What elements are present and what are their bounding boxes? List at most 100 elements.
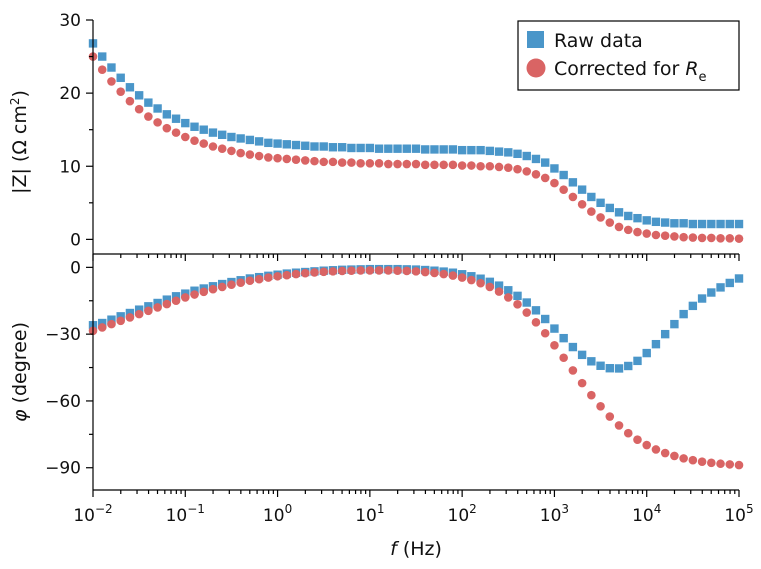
x-tick-label: 101: [355, 502, 384, 526]
point-top-corrected: [485, 161, 495, 171]
point-top-corrected: [236, 148, 245, 158]
point-bottom-raw: [107, 315, 116, 324]
point-top-corrected: [190, 136, 199, 145]
point-top-raw: [568, 178, 578, 187]
point-bottom-raw: [504, 286, 513, 295]
point-bottom-corrected: [217, 282, 227, 292]
point-top-corrected: [540, 173, 550, 183]
point-top-raw: [541, 158, 550, 167]
point-top-raw: [614, 208, 624, 217]
point-top-raw: [374, 144, 384, 153]
point-top-raw: [337, 143, 347, 152]
point-bottom-corrected: [448, 271, 458, 280]
point-bottom-raw: [688, 301, 698, 311]
point-top-raw: [347, 143, 356, 153]
point-top-raw: [125, 83, 135, 92]
point-top-raw: [550, 164, 559, 173]
point-top-raw: [688, 219, 698, 229]
point-top-raw: [365, 143, 375, 153]
point-top-raw: [282, 140, 291, 149]
phase-axes: 0 −30 −60 −90 10−2 10−1 100 101 102 103 104 105: [45, 254, 754, 526]
point-bottom-raw: [568, 342, 578, 352]
impedance-points: [88, 39, 744, 243]
point-top-raw: [716, 219, 725, 229]
point-top-raw: [651, 217, 661, 227]
point-bottom-raw: [485, 277, 495, 287]
point-top-corrected: [356, 159, 365, 168]
phase-angle-panel: 0 −30 −60 −90 10−2 10−1 100 101 102 103 104 105 φ (…: [9, 254, 754, 560]
point-bottom-corrected: [725, 460, 735, 469]
point-top-raw: [144, 98, 153, 107]
point-bottom-raw: [614, 364, 624, 373]
point-top-corrected: [494, 162, 504, 172]
point-bottom-corrected: [623, 428, 633, 438]
point-top-corrected: [697, 233, 707, 243]
point-bottom-corrected: [300, 268, 310, 278]
point-top-corrected: [328, 157, 338, 167]
point-top-raw: [254, 137, 264, 146]
point-bottom-raw: [707, 288, 716, 297]
point-bottom-corrected: [614, 421, 624, 430]
point-top-raw: [670, 219, 679, 228]
point-top-raw: [596, 198, 605, 208]
point-top-corrected: [522, 167, 532, 176]
point-top-corrected: [513, 164, 522, 174]
point-top-raw: [421, 145, 430, 154]
point-top-raw: [199, 125, 208, 134]
point-bottom-corrected: [254, 274, 264, 284]
x-tick-label: 102: [448, 502, 477, 526]
point-bottom-raw: [596, 361, 605, 370]
impedance-magnitude-panel: 0 10 20 30 |Z| (Ω cm2) Raw data Corrected f…: [8, 11, 744, 261]
point-top-raw: [245, 135, 255, 145]
point-bottom-raw: [633, 356, 642, 366]
point-top-corrected: [310, 156, 319, 166]
point-top-corrected: [97, 65, 107, 75]
point-bottom-raw: [522, 298, 531, 307]
point-bottom-corrected: [134, 309, 144, 319]
point-bottom-corrected: [153, 303, 162, 312]
point-bottom-corrected: [171, 296, 181, 306]
point-top-corrected: [264, 153, 273, 162]
point-top-corrected: [623, 225, 633, 235]
point-bottom-corrected: [365, 266, 375, 275]
point-bottom-corrected: [97, 323, 107, 332]
point-bottom-corrected: [494, 287, 504, 296]
point-bottom-corrected: [467, 275, 476, 285]
point-bottom-corrected: [199, 287, 209, 297]
point-bottom-raw: [171, 292, 181, 301]
point-bottom-corrected: [716, 459, 725, 469]
point-bottom-raw: [559, 333, 568, 343]
point-top-raw: [504, 148, 513, 157]
point-top-corrected: [577, 199, 587, 209]
point-bottom-corrected: [503, 293, 513, 302]
point-top-raw: [208, 128, 218, 137]
point-bottom-corrected: [310, 268, 319, 277]
point-bottom-corrected: [227, 280, 236, 290]
point-bottom-corrected: [208, 284, 218, 294]
point-top-raw: [522, 151, 531, 161]
x-tick-label: 105: [724, 502, 753, 526]
point-top-corrected: [365, 159, 375, 168]
point-top-corrected: [439, 160, 448, 170]
point-bottom-corrected: [707, 458, 716, 468]
point-top-raw: [633, 213, 642, 223]
point-bottom-corrected: [697, 457, 707, 467]
point-top-corrected: [153, 118, 162, 127]
point-top-raw: [531, 154, 541, 164]
y-tick-label-bottom: −60: [45, 392, 81, 412]
point-top-raw: [393, 144, 402, 153]
point-top-raw: [679, 219, 688, 228]
point-top-corrected: [291, 155, 301, 164]
point-top-raw: [162, 110, 172, 119]
point-top-corrected: [199, 139, 209, 148]
point-bottom-raw: [716, 283, 725, 292]
point-top-corrected: [217, 144, 227, 153]
legend-frame: [517, 20, 740, 91]
point-top-corrected: [670, 232, 679, 241]
point-bottom-raw: [134, 305, 144, 314]
point-top-raw: [264, 138, 273, 148]
point-top-corrected: [688, 233, 698, 242]
point-top-corrected: [430, 160, 439, 170]
point-bottom-raw: [697, 294, 707, 303]
point-top-raw: [660, 218, 670, 227]
